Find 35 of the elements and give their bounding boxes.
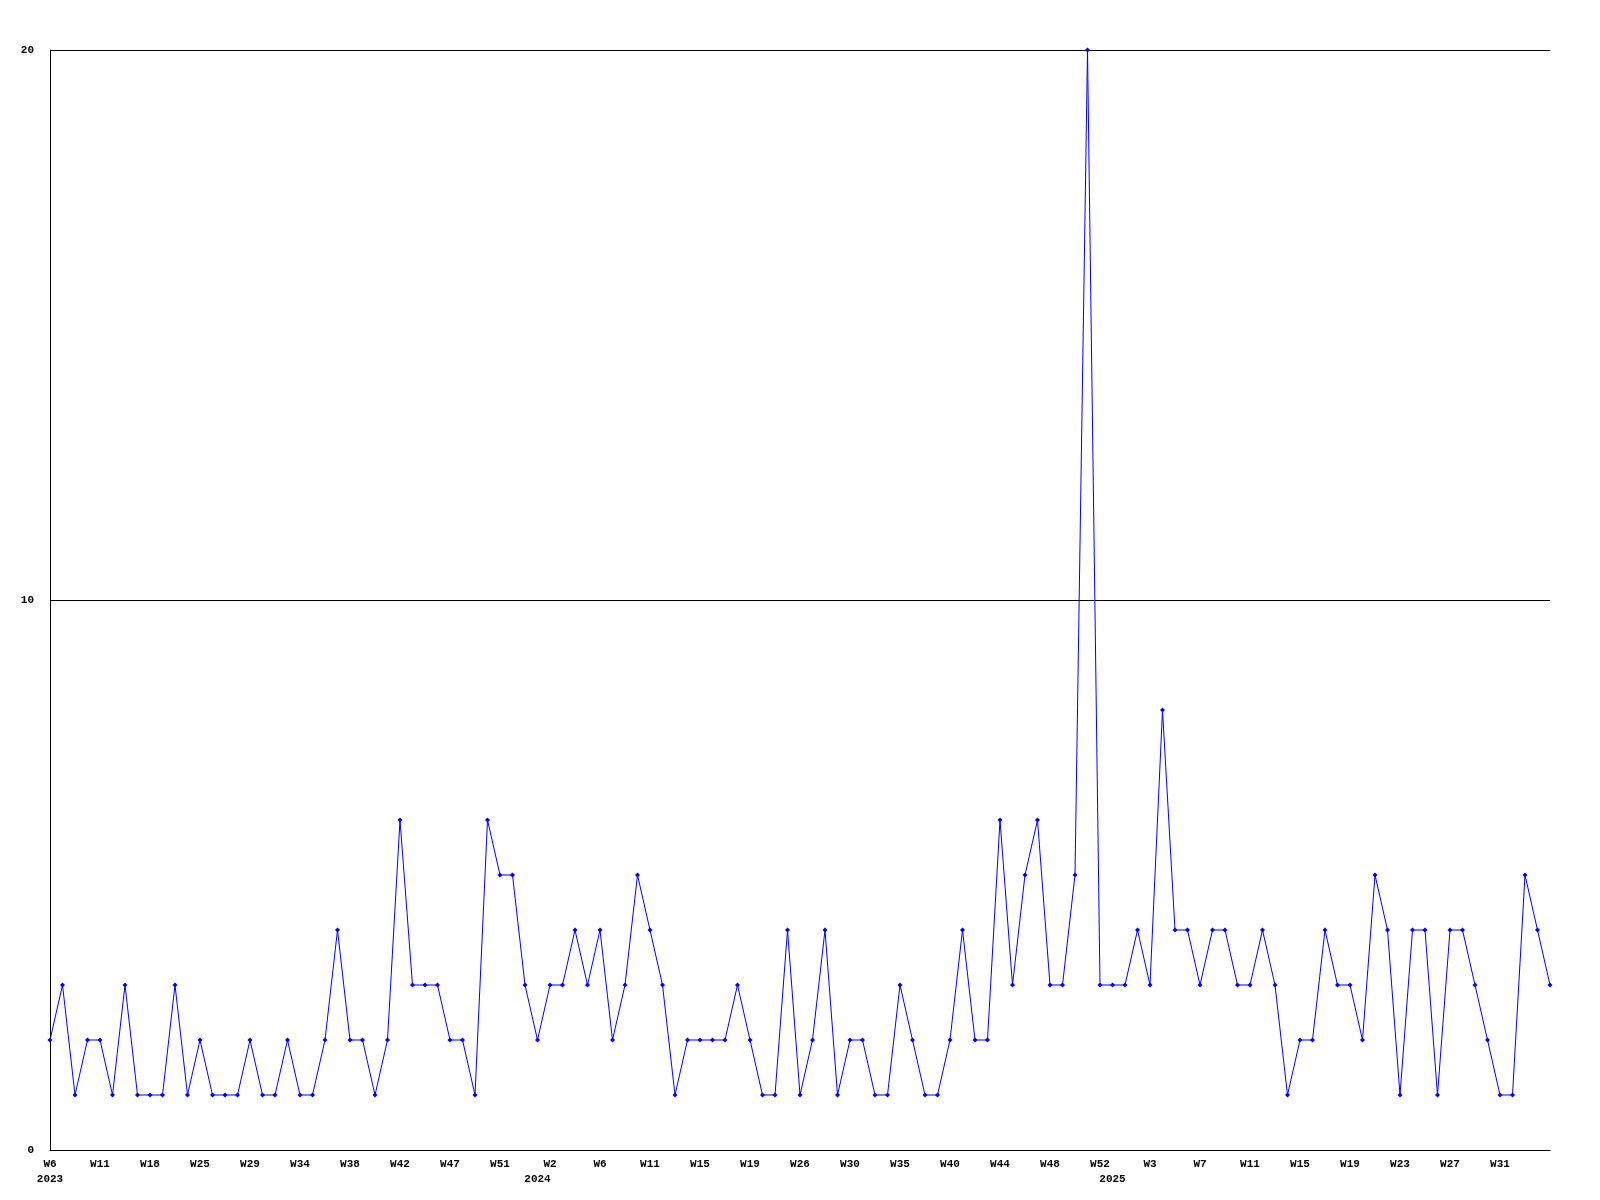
y-tick-label: 10 — [20, 594, 34, 606]
x-tick-label: W3 — [1143, 1157, 1157, 1170]
x-tick-label: W40 — [940, 1157, 960, 1170]
x-tick-label: W27 — [1440, 1157, 1460, 1170]
x-tick-label: W35 — [890, 1157, 911, 1170]
x-tick-label: W15 — [690, 1157, 711, 1170]
x-tick-label: W44 — [990, 1157, 1011, 1170]
x-tick-label: W11 — [1240, 1157, 1261, 1170]
x-tick-label: 2024 — [524, 1172, 552, 1185]
x-tick-label: W6 2023 — [36, 1157, 64, 1185]
x-tick-label: W52 — [1090, 1157, 1110, 1170]
x-tick-label: W30 — [840, 1157, 860, 1170]
x-tick-label: W19 — [1340, 1157, 1360, 1170]
x-tick-label: W34 — [290, 1157, 311, 1170]
y-tick-label: 20 — [20, 44, 34, 56]
x-tick-label: W11 — [640, 1157, 661, 1170]
x-tick-label: 2025 — [1099, 1172, 1127, 1185]
x-tick-label: W26 — [790, 1157, 810, 1170]
x-tick-label: W19 — [740, 1157, 760, 1170]
x-tick-label: W48 — [1040, 1157, 1061, 1170]
x-tick-label: W11 — [90, 1157, 111, 1170]
x-tick-label: W38 — [340, 1157, 361, 1170]
x-tick-label: W23 — [1390, 1157, 1411, 1170]
x-tick-label: W2 — [543, 1157, 557, 1170]
x-tick-label: W18 — [140, 1157, 161, 1170]
x-tick-label: W6 — [593, 1157, 607, 1170]
x-tick-label: W47 — [440, 1157, 460, 1170]
x-tick-label: W31 — [1490, 1157, 1511, 1170]
y-tick-label: 0 — [27, 1144, 34, 1156]
x-tick-label: W25 — [190, 1157, 211, 1170]
x-tick-label: W15 — [1290, 1157, 1311, 1170]
x-tick-label: W29 — [240, 1157, 260, 1170]
x-tick-label: W42 — [390, 1157, 410, 1170]
x-tick-label: W51 — [490, 1157, 511, 1170]
x-tick-label: W7 — [1193, 1157, 1207, 1170]
